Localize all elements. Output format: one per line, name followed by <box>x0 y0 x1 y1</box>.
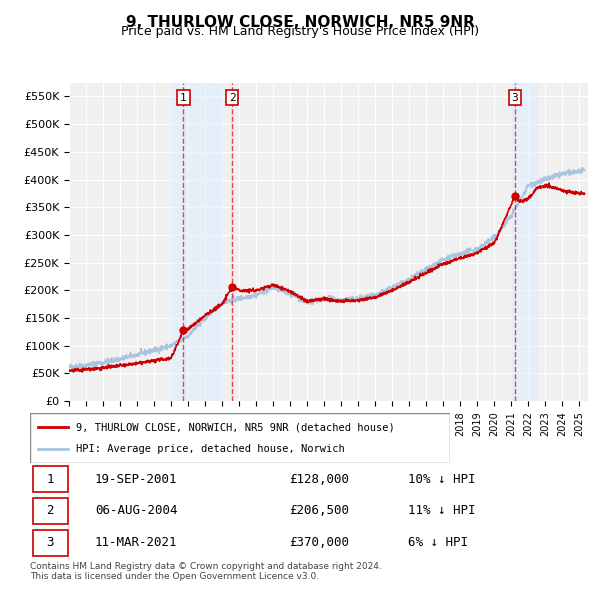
Text: Contains HM Land Registry data © Crown copyright and database right 2024.
This d: Contains HM Land Registry data © Crown c… <box>30 562 382 581</box>
FancyBboxPatch shape <box>30 413 450 463</box>
Text: 6% ↓ HPI: 6% ↓ HPI <box>408 536 468 549</box>
FancyBboxPatch shape <box>33 530 68 556</box>
Text: 3: 3 <box>46 536 54 549</box>
Text: 19-SEP-2001: 19-SEP-2001 <box>95 473 178 486</box>
Text: 1: 1 <box>180 93 187 103</box>
Text: 10% ↓ HPI: 10% ↓ HPI <box>408 473 476 486</box>
Text: 9, THURLOW CLOSE, NORWICH, NR5 9NR: 9, THURLOW CLOSE, NORWICH, NR5 9NR <box>125 15 475 30</box>
Bar <box>171 83 222 401</box>
Bar <box>511 83 537 401</box>
FancyBboxPatch shape <box>33 498 68 524</box>
Text: 3: 3 <box>511 93 518 103</box>
Text: £206,500: £206,500 <box>289 504 349 517</box>
Text: £128,000: £128,000 <box>289 473 349 486</box>
Text: 2: 2 <box>229 93 236 103</box>
Text: Price paid vs. HM Land Registry's House Price Index (HPI): Price paid vs. HM Land Registry's House … <box>121 25 479 38</box>
Text: 1: 1 <box>46 473 54 486</box>
Text: 9, THURLOW CLOSE, NORWICH, NR5 9NR (detached house): 9, THURLOW CLOSE, NORWICH, NR5 9NR (deta… <box>76 422 395 432</box>
Text: 06-AUG-2004: 06-AUG-2004 <box>95 504 178 517</box>
Text: 11-MAR-2021: 11-MAR-2021 <box>95 536 178 549</box>
Text: £370,000: £370,000 <box>289 536 349 549</box>
FancyBboxPatch shape <box>33 466 68 492</box>
Text: 11% ↓ HPI: 11% ↓ HPI <box>408 504 476 517</box>
Text: HPI: Average price, detached house, Norwich: HPI: Average price, detached house, Norw… <box>76 444 345 454</box>
Text: 2: 2 <box>46 504 54 517</box>
